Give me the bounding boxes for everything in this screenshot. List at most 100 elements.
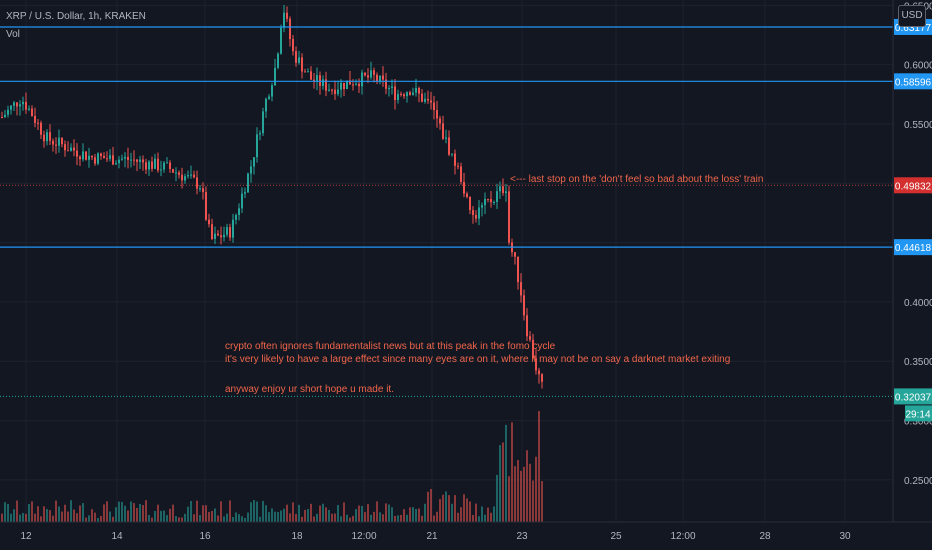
candle-body xyxy=(334,89,336,95)
countdown-label: 29:14 xyxy=(905,409,930,420)
candle-body xyxy=(514,252,516,257)
candle-body xyxy=(190,174,192,176)
volume-bar xyxy=(67,511,69,522)
candle-body xyxy=(184,176,186,181)
candle-body xyxy=(418,87,420,94)
candle-body xyxy=(325,79,327,91)
candle-body xyxy=(85,151,87,160)
volume-bar xyxy=(22,512,24,522)
volume-bar xyxy=(217,515,219,522)
volume-bar xyxy=(133,503,135,522)
volume-bar xyxy=(418,508,420,522)
volume-bar xyxy=(499,445,501,522)
level-label: 0.58596 xyxy=(895,77,932,88)
candle-body xyxy=(244,192,246,194)
volume-bar xyxy=(193,514,195,522)
volume-bar xyxy=(367,504,369,522)
candle-body xyxy=(289,18,291,40)
volume-bar xyxy=(403,509,405,522)
candle-body xyxy=(286,12,288,19)
volume-bar xyxy=(334,513,336,522)
volume-bar xyxy=(73,509,75,522)
candle-body xyxy=(397,93,399,101)
x-tick-label: 23 xyxy=(516,531,528,542)
volume-bar xyxy=(145,500,147,522)
candle-body xyxy=(232,219,234,238)
candle-body xyxy=(97,153,99,164)
candle-body xyxy=(412,92,414,95)
volume-bar xyxy=(463,494,465,522)
volume-bar xyxy=(127,510,129,522)
candle-body xyxy=(73,147,75,151)
annotations: <--- last stop on the 'don't feel so bad… xyxy=(225,174,763,395)
volume-bar xyxy=(469,501,471,522)
currency-button[interactable]: USD xyxy=(898,5,926,27)
candle-body xyxy=(187,175,189,177)
volume-bar xyxy=(142,505,144,522)
candle-body xyxy=(493,201,495,203)
candle-body xyxy=(91,155,93,158)
annotation-text: crypto often ignores fundamentalist news… xyxy=(225,341,556,352)
candle-body xyxy=(394,86,396,101)
volume-bar xyxy=(124,505,126,522)
volume-bar xyxy=(319,505,321,522)
volume-bar xyxy=(229,500,231,522)
x-axis[interactable]: 12 14 16 18 12:00 21 23 25 12:00 28 30 xyxy=(20,531,851,542)
volume-bar xyxy=(7,503,9,522)
volume-bar xyxy=(40,516,42,522)
volume-bar xyxy=(496,474,498,522)
marker-tag xyxy=(894,177,932,194)
volume-bar xyxy=(205,505,207,522)
volume-bar xyxy=(220,501,222,522)
candle-body xyxy=(34,115,36,123)
candle-body xyxy=(1,117,3,119)
candle-body xyxy=(292,39,294,52)
volume-label[interactable]: Vol xyxy=(6,29,20,40)
candle-body xyxy=(346,80,348,89)
candle-body xyxy=(367,75,369,78)
volume-bar xyxy=(157,504,159,522)
level-label: 0.44618 xyxy=(895,243,932,254)
volume-bar xyxy=(235,512,237,522)
candle-body xyxy=(526,315,528,337)
volume-bar xyxy=(301,516,303,522)
candle-body xyxy=(421,93,423,102)
candle-body xyxy=(196,177,198,189)
volume-bar xyxy=(340,516,342,522)
volume-bar xyxy=(121,501,123,522)
volume-bar xyxy=(484,514,486,522)
candle-body xyxy=(460,166,462,182)
candle-body xyxy=(472,210,474,215)
volume-bar xyxy=(406,514,408,522)
symbol-title[interactable]: XRP / U.S. Dollar, 1h, KRAKEN xyxy=(6,11,146,22)
candle-body xyxy=(271,85,273,97)
candle-body xyxy=(400,93,402,95)
candle-body xyxy=(136,159,138,162)
candle-body xyxy=(175,172,177,174)
candle-body xyxy=(445,137,447,139)
candle-body xyxy=(40,122,42,135)
volume-bar xyxy=(52,515,54,522)
candle-body xyxy=(151,161,153,169)
x-tick-label: 12:00 xyxy=(351,531,376,542)
candle-body xyxy=(313,79,315,82)
volume-bar xyxy=(199,515,201,522)
volume-bar xyxy=(208,511,210,522)
candle-body xyxy=(256,134,258,158)
volume-bar xyxy=(517,459,519,522)
volume-bar xyxy=(349,517,351,522)
candle-body xyxy=(49,132,51,141)
x-tick-label: 14 xyxy=(111,531,123,542)
horizontal-levels[interactable] xyxy=(0,26,893,397)
volume-bar xyxy=(427,491,429,522)
last-price-tag xyxy=(894,388,932,405)
volume-bar xyxy=(10,513,12,522)
candle-body xyxy=(130,159,132,161)
annotation-text: anyway enjoy ur short hope u made it. xyxy=(225,384,394,395)
volume-bar xyxy=(187,506,189,522)
candle-body xyxy=(448,137,450,155)
volume-bar xyxy=(82,503,84,522)
